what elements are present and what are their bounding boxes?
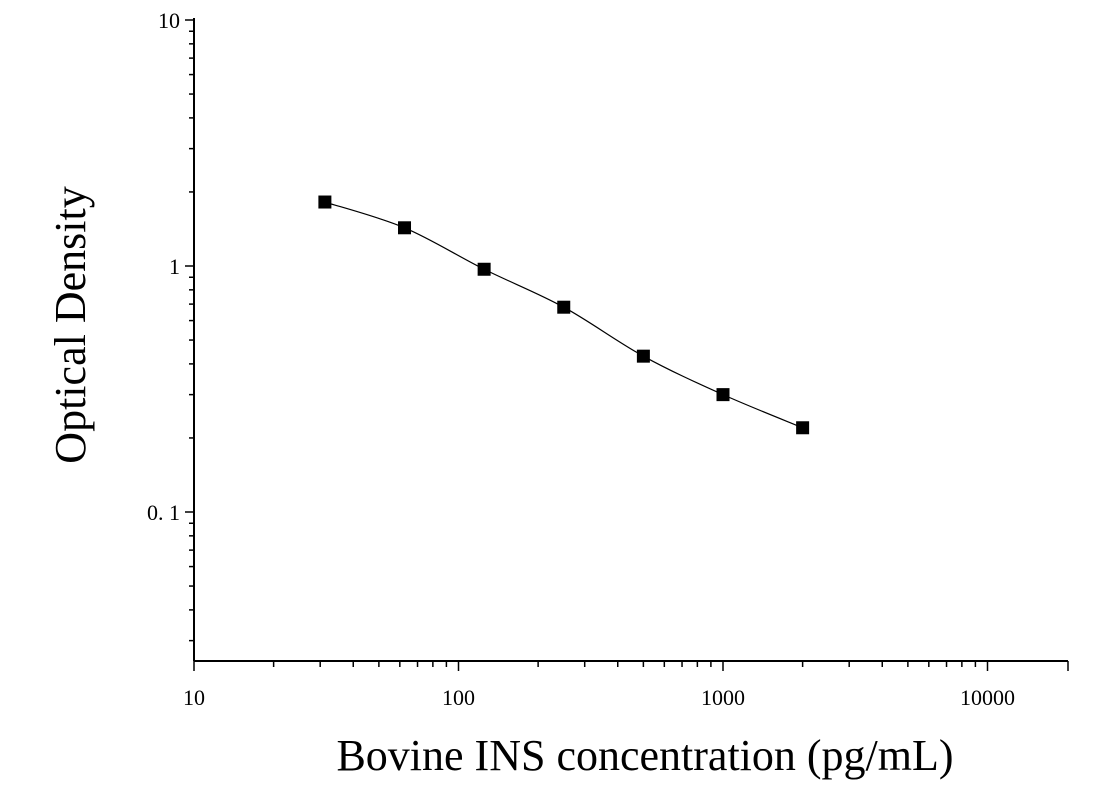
data-point bbox=[796, 421, 810, 435]
data-point bbox=[716, 388, 730, 402]
data-point bbox=[398, 221, 412, 235]
x-axis-title: Bovine INS concentration (pg/mL) bbox=[336, 731, 953, 780]
plot-area: 0. 1 1 10 10 100 1000 10000 bbox=[147, 8, 1069, 710]
x-tick-label: 10 bbox=[183, 685, 205, 710]
x-tick-label: 1000 bbox=[701, 685, 745, 710]
x-tick-label: 10000 bbox=[960, 685, 1015, 710]
data-point bbox=[636, 349, 650, 363]
data-point bbox=[318, 195, 332, 209]
x-tick-label: 100 bbox=[442, 685, 475, 710]
data-point bbox=[557, 300, 571, 314]
y-tick-label: 10 bbox=[158, 8, 180, 33]
y-axis-title: Optical Density bbox=[46, 186, 95, 463]
y-tick-label: 0. 1 bbox=[147, 500, 180, 525]
data-point bbox=[477, 262, 491, 276]
fit-curve bbox=[324, 201, 803, 429]
y-tick-label: 1 bbox=[169, 254, 180, 279]
